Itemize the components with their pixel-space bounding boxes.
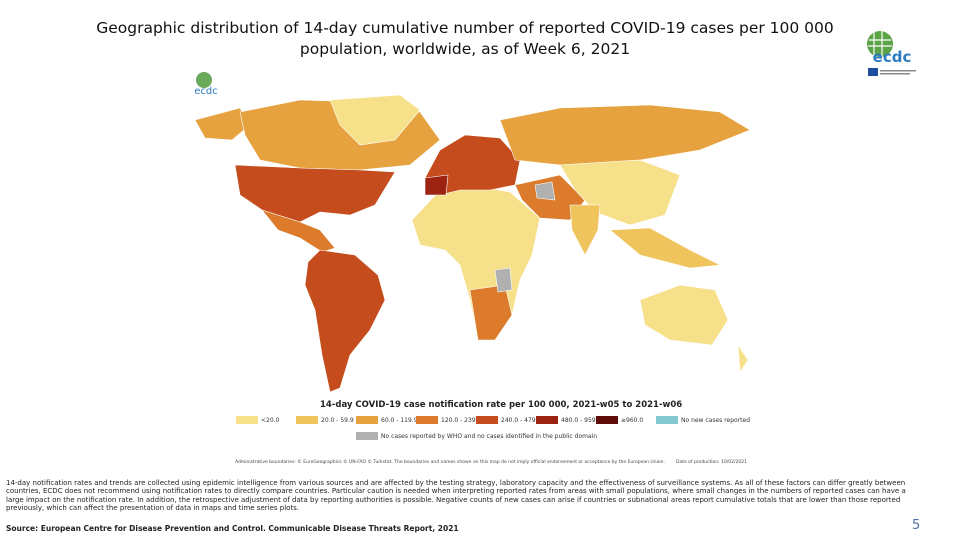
legend-item: No cases reported by WHO and no cases id…: [356, 432, 597, 440]
legend-item: 480.0 - 959.9: [536, 416, 601, 424]
southeast-asia: [609, 227, 722, 269]
source: Source: European Centre for Disease Prev…: [6, 524, 459, 533]
boundaries-note: Administrative boundaries: © EuroGeograp…: [235, 460, 665, 465]
production-date: Date of production: 10/02/2021: [676, 460, 748, 465]
legend-label: No cases reported by WHO and no cases id…: [381, 432, 598, 440]
legend-item: 240.0 - 479.9: [476, 416, 541, 424]
legend-label: 120.0 - 239.9: [441, 416, 482, 424]
legend-label: 60.0 - 119.9: [381, 416, 418, 424]
legend-item: <20.0: [236, 416, 279, 424]
legend-swatch: [596, 416, 618, 424]
australia: [639, 284, 729, 346]
legend-swatch: [356, 416, 378, 424]
legend-swatch: [356, 432, 378, 440]
legend-label: 240.0 - 479.9: [501, 416, 542, 424]
india: [569, 204, 601, 256]
legend-label: 20.0 - 59.9: [321, 416, 354, 424]
legend-item: ≥960.0: [596, 416, 643, 424]
ecdc-logo: ecdc: [867, 31, 916, 76]
iberia: [424, 174, 449, 196]
legend-item: 60.0 - 119.9: [356, 416, 418, 424]
alaska: [194, 107, 251, 141]
europe: [424, 134, 521, 196]
legend-label: <20.0: [261, 416, 280, 424]
legend-title: 14-day COVID-19 case notification rate p…: [320, 400, 683, 410]
legend-swatch: [296, 416, 318, 424]
slide-title: Geographic distribution of 14-day cumula…: [96, 19, 834, 58]
no-data-area: [534, 181, 556, 201]
legend-swatch: [476, 416, 498, 424]
usa: [234, 164, 396, 223]
legend-swatch: [656, 416, 678, 424]
legend-label: No new cases reported: [681, 416, 751, 424]
mexico: [261, 209, 336, 253]
china: [559, 159, 681, 226]
russia: [499, 104, 751, 166]
legend-label: 480.0 - 959.9: [561, 416, 602, 424]
footnote: 14-day notification rates and trends are…: [6, 479, 906, 513]
legend: 14-day COVID-19 case notification rate p…: [236, 400, 750, 446]
map-logo: ecdc: [194, 72, 218, 97]
legend-swatch: [416, 416, 438, 424]
legend-label: ≥960.0: [621, 416, 644, 424]
legend-item: No new cases reported: [656, 416, 750, 424]
greenland: [329, 94, 421, 146]
legend-swatch: [536, 416, 558, 424]
logo-text: ecdc: [873, 48, 912, 66]
page-number: 5: [912, 518, 921, 533]
legend-item: 120.0 - 239.9: [416, 416, 481, 424]
no-data-area: [494, 267, 513, 293]
legend-swatch: [236, 416, 258, 424]
legend-item: 20.0 - 59.9: [296, 416, 354, 424]
south-america: [304, 249, 386, 393]
new-zealand: [737, 343, 749, 373]
map-logo-text: ecdc: [194, 86, 218, 97]
